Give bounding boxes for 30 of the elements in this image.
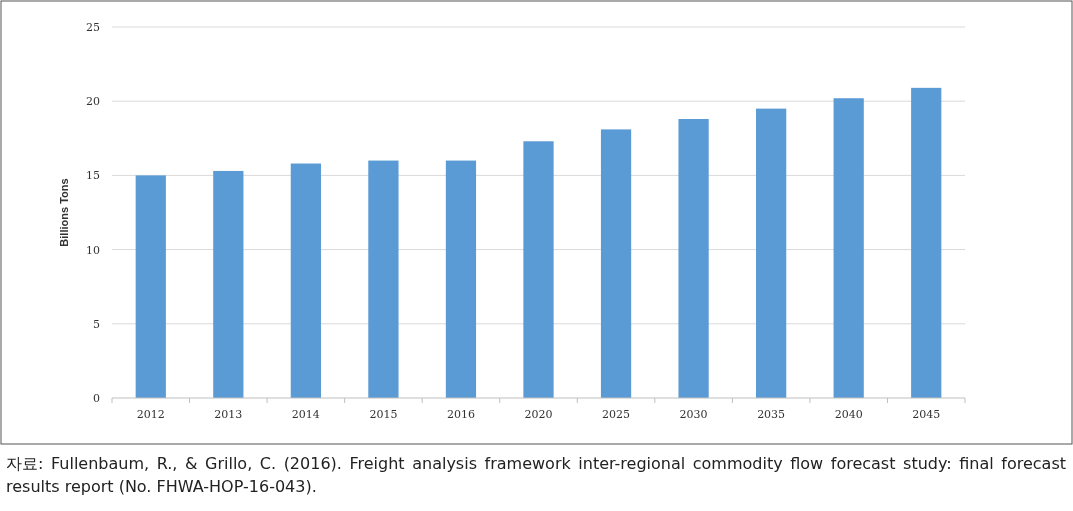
x-tick-label: 2025 [602,408,631,421]
bar [368,160,399,398]
x-tick-label: 2015 [369,408,398,421]
bar [600,129,632,398]
x-tick-label: 2035 [757,408,786,421]
x-tick-label: 2016 [446,408,475,421]
y-tick-label: 20 [86,95,100,109]
y-tick-label: 5 [93,317,100,331]
bar [911,87,942,398]
x-tick-label: 2012 [136,408,165,421]
x-tick-label: 2020 [524,408,553,421]
x-tick-label: 2045 [912,408,941,421]
x-tick-label: 2030 [679,408,708,421]
bar [833,98,864,398]
x-tick-label: 2013 [214,408,243,421]
text: 자료: Fullenbaum, R., & Grillo, C. (2016). Freight analysis framework inter-regional commodity flow forecast study: final forecast results report (No. FHWA-HOP-16-043). [6,453,1066,498]
bar [523,141,554,398]
y-axis-title: Billions Tons [58,178,70,247]
bar [135,175,166,398]
x-tick-label: 2014 [291,408,320,421]
bar [756,108,787,398]
y-tick-label: 0 [93,392,100,405]
y-tick-label: 15 [86,169,100,183]
x-tick-label: 2040 [834,408,863,421]
bar [290,163,321,398]
bar [678,119,709,398]
y-tick-label: 25 [86,21,100,34]
bar [213,170,244,398]
bar [445,160,477,398]
y-tick-label: 10 [86,243,100,257]
